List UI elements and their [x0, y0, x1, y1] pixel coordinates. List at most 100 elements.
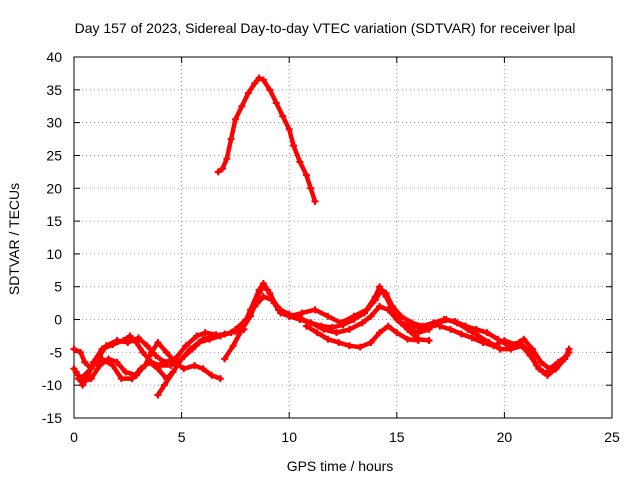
data-point	[195, 339, 203, 347]
data-point	[208, 371, 216, 379]
data-point	[479, 339, 487, 347]
data-point	[126, 332, 134, 340]
data-point	[122, 368, 130, 376]
x-tick-label: 15	[389, 429, 405, 445]
x-tick-label: 10	[281, 429, 297, 445]
data-point	[526, 352, 534, 360]
y-tick-label: 35	[46, 82, 62, 98]
data-point	[393, 316, 401, 324]
data-point	[453, 319, 461, 327]
data-point	[221, 355, 229, 363]
data-point	[229, 342, 237, 350]
x-tick-label: 25	[604, 429, 620, 445]
data-point	[384, 306, 392, 314]
data-point	[358, 319, 366, 327]
data-point	[214, 168, 222, 176]
data-point	[124, 339, 132, 347]
data-point	[238, 325, 246, 333]
data-point	[296, 158, 304, 166]
axis-ticks: 0 5 10 15 20 25 -15 -10 -5 0 5 10 15 20 25 30 35 40	[42, 49, 620, 445]
data-point	[421, 325, 429, 333]
data-point	[404, 325, 412, 333]
data-point	[333, 329, 341, 337]
data-point	[147, 348, 155, 356]
data-point	[436, 322, 444, 330]
data-point	[414, 337, 422, 345]
x-tick-label: 20	[497, 429, 513, 445]
data-point	[160, 358, 168, 366]
data-point	[350, 312, 358, 320]
data-point	[356, 343, 364, 351]
data-point	[393, 329, 401, 337]
data-point	[79, 378, 87, 386]
data-point	[98, 355, 106, 363]
data-point	[376, 302, 384, 310]
data-point	[102, 342, 110, 350]
data-point	[518, 342, 526, 350]
y-tick-label: 0	[54, 312, 62, 328]
data-point	[113, 358, 121, 366]
data-point	[180, 365, 188, 373]
y-tick-label: 25	[46, 147, 62, 163]
y-tick-label: 5	[54, 279, 62, 295]
y-tick-label: 20	[46, 180, 62, 196]
y-tick-label: -10	[42, 377, 62, 393]
data-point	[238, 102, 246, 110]
data-point	[135, 334, 143, 342]
data-point	[137, 365, 145, 373]
data-point	[546, 365, 554, 373]
data-point	[154, 391, 162, 399]
series-arc-9	[302, 322, 422, 351]
data-point	[290, 142, 298, 150]
data-point	[554, 358, 562, 366]
data-point	[537, 358, 545, 366]
data-point	[193, 332, 201, 340]
data-point	[169, 368, 177, 376]
data-point	[259, 279, 267, 287]
data-point	[259, 293, 267, 301]
data-point	[457, 330, 465, 338]
data-point	[311, 306, 319, 314]
data-point	[216, 332, 224, 340]
data-point	[201, 329, 209, 337]
data-point	[447, 325, 455, 333]
chart-title: Day 157 of 2023, Sidereal Day-to-day VTE…	[75, 20, 576, 36]
data-point	[227, 329, 235, 337]
data-point	[272, 99, 280, 107]
data-point	[70, 345, 78, 353]
data-point	[251, 302, 259, 310]
data-point	[302, 322, 310, 330]
data-point	[320, 325, 328, 333]
series-line	[304, 323, 421, 350]
data-point	[72, 368, 80, 376]
data-point	[218, 165, 226, 173]
data-point	[81, 371, 89, 379]
y-tick-label: 10	[46, 246, 62, 262]
data-point	[468, 334, 476, 342]
data-point	[363, 306, 371, 314]
data-point	[255, 74, 263, 82]
data-point	[296, 314, 304, 322]
data-point	[81, 358, 89, 366]
data-point	[397, 319, 405, 327]
data-point	[337, 319, 345, 327]
x-tick-label: 5	[178, 429, 186, 445]
y-tick-label: 30	[46, 115, 62, 131]
data-point	[528, 345, 536, 353]
data-point	[335, 339, 343, 347]
data-point	[345, 325, 353, 333]
series-arc-1	[214, 74, 319, 205]
data-point	[186, 345, 194, 353]
data-point	[382, 293, 390, 301]
data-point	[206, 335, 214, 343]
y-tick-label: -5	[50, 344, 63, 360]
data-point	[216, 375, 224, 383]
data-point	[367, 339, 375, 347]
data-point	[109, 361, 117, 369]
data-point	[414, 329, 422, 337]
data-point	[227, 135, 235, 143]
series-arc-11	[436, 322, 571, 373]
data-point	[128, 375, 136, 383]
data-point	[242, 316, 250, 324]
